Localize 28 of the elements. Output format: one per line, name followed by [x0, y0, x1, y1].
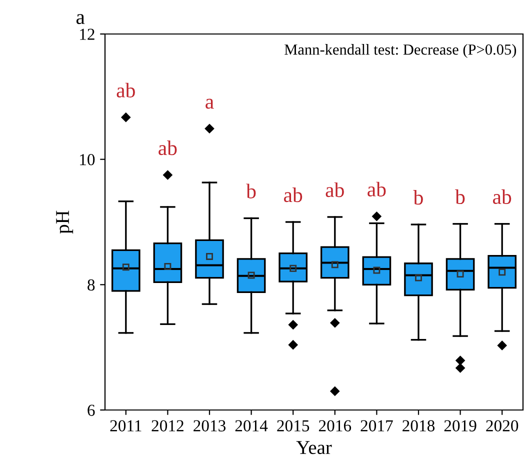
chart-title: a — [76, 14, 85, 24]
annotation: b — [413, 190, 423, 205]
x-tick-label: 2012 — [152, 420, 184, 432]
x-tick-label: 2014 — [235, 420, 268, 432]
x-tick-label: 2019 — [444, 420, 476, 432]
annotation: b — [455, 189, 465, 204]
x-tick-label: 2020 — [486, 420, 518, 432]
y-axis-title: pH — [56, 210, 74, 234]
annotation: ab — [493, 189, 512, 204]
annotation: ab — [326, 182, 344, 198]
x-axis-title: Year — [296, 441, 332, 454]
y-tick-label: 6 — [88, 404, 95, 416]
x-tick-label: 2018 — [402, 420, 435, 432]
annotation: ab — [284, 187, 302, 202]
y-tick-label: 10 — [80, 154, 95, 166]
x-tick-label: 2013 — [194, 420, 226, 432]
annotation: ab — [116, 82, 135, 98]
y-tick-label: 12 — [80, 28, 94, 40]
x-tick-label: 2015 — [277, 420, 310, 432]
x-tick-label: 2011 — [110, 420, 142, 432]
annotation: ab — [158, 140, 177, 156]
annotation: ab — [368, 182, 386, 197]
annotation: Mann-kendall test: Decrease (P>0.05) — [284, 44, 516, 58]
x-tick-label: 2016 — [318, 420, 352, 432]
y-tick-label: 8 — [88, 279, 95, 291]
annotation: a — [206, 98, 214, 109]
x-tick-label: 2017 — [360, 420, 393, 432]
annotation: b — [246, 184, 256, 198]
